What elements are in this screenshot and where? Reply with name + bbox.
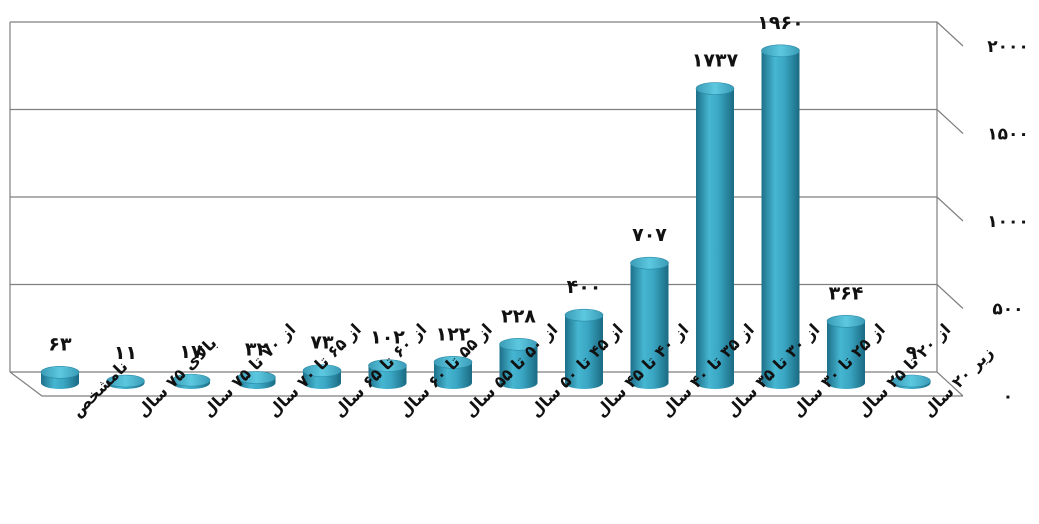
bar-top — [237, 371, 276, 384]
bar-body — [434, 362, 472, 389]
gridline — [10, 196, 964, 222]
gridline — [10, 21, 964, 47]
bar — [433, 356, 473, 389]
bar-top — [40, 366, 80, 379]
y-tick-label: ۵۰۰ — [992, 300, 1023, 320]
bar — [564, 308, 604, 389]
bar-top — [695, 82, 735, 95]
y-tick-label: ۱۵۰۰ — [987, 125, 1029, 145]
bar — [892, 374, 931, 389]
floor-edge — [9, 371, 963, 397]
data-label: ۱۹۶۰ — [757, 12, 803, 34]
data-label: ۲۲۸ — [501, 305, 536, 327]
gridline — [10, 283, 964, 309]
bar-top — [761, 44, 800, 58]
bar-body — [696, 88, 734, 390]
bar-top — [368, 359, 407, 373]
y-tick-label: ۲۰۰۰ — [987, 37, 1029, 57]
data-label: ۷۰۷ — [632, 224, 667, 246]
data-label: ۶۳ — [48, 333, 72, 355]
bar-body — [630, 263, 669, 389]
bar-body — [499, 344, 538, 389]
bar-top — [630, 256, 669, 270]
bar-top — [106, 374, 145, 388]
bar-body — [368, 365, 407, 389]
bars — [40, 44, 931, 390]
data-label: ۳۲ — [245, 339, 269, 361]
bar-top — [826, 315, 866, 328]
bar-top — [892, 374, 931, 388]
bar — [106, 374, 145, 389]
bar — [826, 315, 866, 389]
bar-body — [761, 50, 800, 389]
bar-top — [499, 338, 538, 351]
gridlines — [9, 21, 964, 397]
bar — [695, 82, 735, 390]
bar-body — [565, 315, 603, 389]
data-labels: ۶۳ ۱۱ ۱۷ ۳۲ ۷۳ ۱۰۲ ۱۲۲ ۲۲۸ ۴۰۰ ۷۰۷ ۱۷۳۷ ۱۹۶۰ ۳۶۴ ۹ — [48, 12, 917, 364]
bar-top — [302, 364, 342, 377]
bar — [302, 364, 342, 389]
bar-body — [827, 321, 865, 389]
bar — [499, 338, 538, 389]
data-label: ۱۷ — [179, 341, 203, 363]
data-label: ۴۰۰ — [567, 276, 602, 298]
y-axis-tick-labels: ۰ ۵۰۰ ۱۰۰۰ ۱۵۰۰ ۲۰۰۰ — [987, 37, 1029, 407]
bar-top — [433, 356, 473, 369]
bar-top — [171, 373, 211, 387]
data-label: ۱۱ — [114, 342, 137, 364]
y-tick-label: ۱۰۰۰ — [987, 212, 1029, 232]
bar — [368, 359, 407, 389]
y-tick-label: ۰ — [1003, 387, 1013, 407]
data-label: ۱۷۳۷ — [692, 50, 739, 72]
data-label: ۳۶۴ — [829, 282, 864, 304]
bar-top — [564, 308, 604, 322]
data-label: ۱۰۲ — [370, 327, 405, 349]
bar — [40, 366, 80, 389]
data-label: ۷۳ — [310, 332, 334, 354]
bar — [237, 371, 276, 389]
data-label: ۹ — [906, 342, 918, 364]
data-label: ۱۲۲ — [436, 323, 471, 345]
bar — [171, 373, 211, 389]
gridline — [10, 108, 964, 134]
bar — [761, 44, 800, 389]
bar — [630, 256, 669, 389]
